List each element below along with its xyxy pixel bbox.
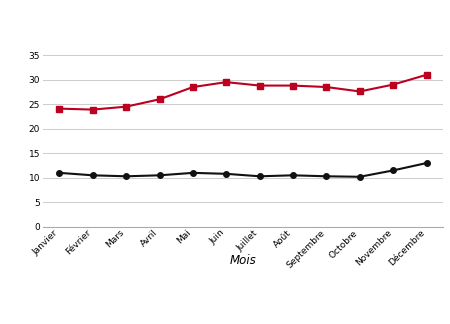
2007 — [57, 171, 62, 175]
2008 — [224, 80, 229, 84]
2007 — [357, 175, 363, 179]
2008 — [357, 89, 363, 93]
2007 — [224, 172, 229, 176]
2008 — [157, 97, 162, 101]
2008 — [90, 108, 95, 111]
2008 — [324, 85, 329, 89]
Line: 2008: 2008 — [57, 72, 429, 112]
2008 — [290, 84, 296, 87]
Text: TABLEAU 1. Inflation mensuelle 2007-2008: TABLEAU 1. Inflation mensuelle 2007-2008 — [4, 9, 323, 22]
2007 — [324, 174, 329, 178]
2007 — [257, 174, 262, 178]
2007 — [123, 174, 129, 178]
2008 — [257, 84, 262, 87]
2007 — [190, 171, 196, 175]
2008 — [123, 105, 129, 109]
2007 — [391, 168, 396, 172]
2008 — [391, 83, 396, 87]
Text: Mois: Mois — [230, 254, 256, 267]
2008 — [424, 73, 429, 77]
2007 — [90, 173, 95, 177]
2008 — [57, 107, 62, 110]
2008 — [190, 85, 196, 89]
2007 — [157, 173, 162, 177]
Line: 2007: 2007 — [57, 160, 429, 179]
2007 — [290, 173, 296, 177]
Text: Source : Banque Mondiale Ghana, 2008.: Source : Banque Mondiale Ghana, 2008. — [242, 311, 446, 319]
2007 — [424, 161, 429, 165]
